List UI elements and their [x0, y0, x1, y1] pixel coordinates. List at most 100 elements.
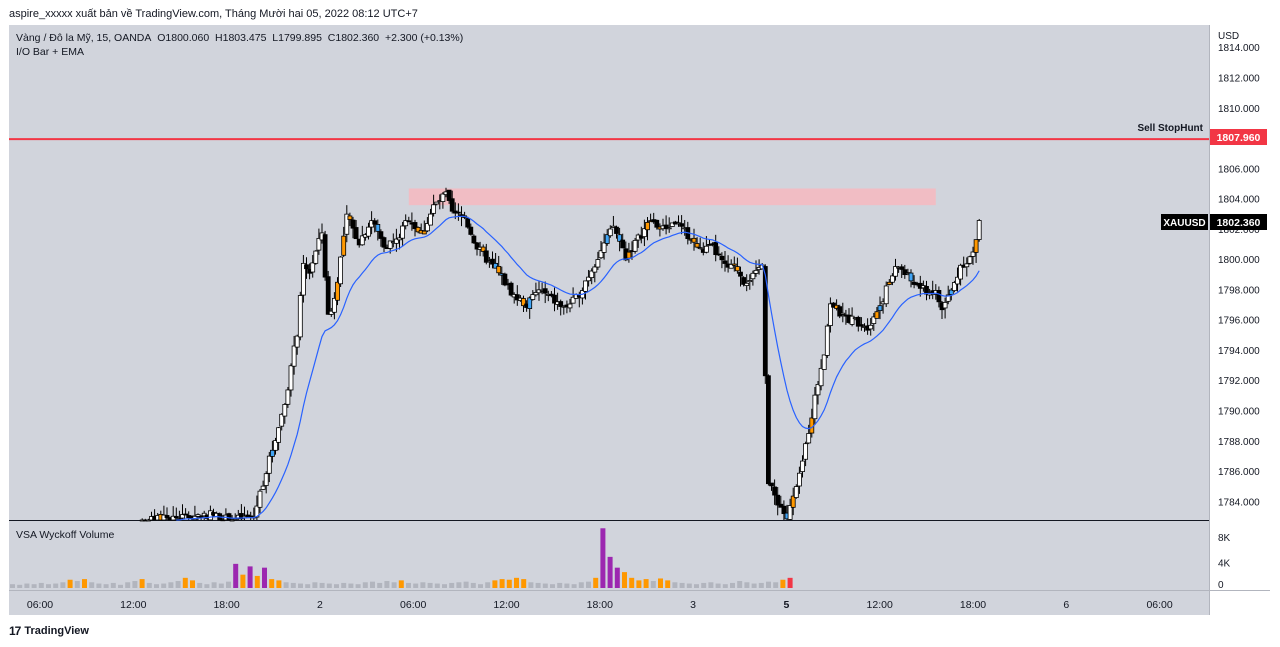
volume-bar	[132, 581, 138, 588]
candle-body	[586, 276, 591, 282]
candle-body	[877, 305, 883, 312]
volume-bar	[118, 584, 123, 588]
candles	[139, 187, 982, 522]
indicator-legend[interactable]: I/O Bar + EMA	[16, 46, 84, 58]
candle-body	[837, 306, 843, 317]
candle-body	[304, 264, 309, 270]
volume-bar	[38, 582, 44, 588]
candle-body	[973, 239, 979, 253]
candle-body	[781, 505, 787, 515]
ohlc-low: L1799.895	[272, 32, 322, 44]
volume-bar	[622, 572, 627, 588]
price-tick-label: 1802.000	[1218, 225, 1260, 236]
candle-body	[434, 201, 440, 205]
candle-body	[849, 315, 855, 325]
candle-body	[890, 275, 895, 283]
candle-body	[496, 265, 502, 274]
volume-bar	[370, 581, 375, 588]
candle-body	[778, 503, 784, 508]
volume-bar	[694, 584, 699, 588]
candle-body	[527, 297, 533, 309]
volume-bar	[197, 582, 203, 588]
time-tick-label: 06:00	[27, 599, 53, 611]
time-tick-label: 18:00	[213, 599, 239, 611]
supply-zone-rect	[408, 188, 936, 206]
candle-body	[753, 269, 759, 274]
symbol-legend: Vàng / Đô la Mỹ, 15, OANDA O1800.060 H18…	[16, 32, 463, 44]
candle-body	[372, 220, 378, 225]
candle-body	[273, 440, 278, 451]
candle-body	[440, 193, 446, 202]
volume-bar	[766, 581, 771, 588]
ohlc-change: +2.300 (+0.13%)	[385, 32, 464, 44]
price-tick-label: 1804.000	[1218, 195, 1260, 206]
candle-body	[893, 266, 898, 277]
ohlc-open: O1800.060	[157, 32, 210, 44]
volume-bar	[161, 583, 167, 588]
candle-body	[874, 311, 880, 319]
candle-body	[294, 335, 300, 348]
volume-bar	[175, 581, 181, 588]
candle-body	[316, 237, 322, 251]
volume-bar	[103, 584, 109, 588]
candle-body	[502, 273, 508, 286]
time-tick-label: 5	[783, 599, 789, 611]
volume-bar	[665, 580, 671, 588]
volume-bar	[24, 583, 30, 588]
volume-bar	[226, 581, 231, 588]
tradingview-logo[interactable]: 17 TradingView	[9, 624, 89, 638]
candle-body	[583, 280, 588, 292]
symbol-name: Vàng / Đô la Mỹ, 15, OANDA	[16, 32, 152, 44]
candle-body	[269, 449, 275, 457]
candle-body	[936, 289, 942, 303]
volume-bar	[485, 582, 491, 588]
volume-bar	[247, 566, 253, 588]
volume-bar	[240, 574, 246, 588]
price-axis-band[interactable]	[1210, 25, 1270, 590]
volume-bar	[679, 582, 685, 588]
volume-bar	[658, 578, 663, 588]
candle-body	[886, 281, 892, 285]
candle-body	[589, 270, 595, 279]
candle-body	[359, 235, 365, 246]
candle-body	[183, 513, 189, 516]
candle-body	[480, 246, 486, 252]
candle-body	[465, 218, 471, 228]
candle-body	[775, 494, 781, 506]
candle-body	[642, 228, 647, 238]
price-pane[interactable]	[9, 25, 1209, 520]
volume-bar	[614, 567, 620, 588]
volume-panel-title: VSA Wyckoff Volume	[16, 529, 115, 541]
candle-body	[762, 266, 768, 377]
time-axis-band[interactable]	[9, 591, 1209, 615]
volume-bar	[521, 579, 527, 588]
volume-bar	[31, 584, 37, 588]
volume-bar	[262, 567, 267, 588]
candle-body	[747, 280, 753, 283]
volume-bar	[305, 584, 311, 588]
candle-body	[313, 250, 319, 264]
candle-body	[976, 220, 982, 240]
candle-body	[738, 271, 743, 277]
candle-body	[471, 235, 477, 244]
price-axis-currency: USD	[1218, 31, 1239, 42]
price-tick-label: 1814.000	[1218, 43, 1260, 54]
candle-body	[558, 301, 564, 307]
candle-body	[952, 282, 957, 292]
candle-body	[195, 514, 201, 517]
tradingview-brand: TradingView	[24, 625, 89, 637]
volume-bar	[672, 582, 678, 588]
candle-body	[229, 519, 235, 522]
candle-body	[173, 516, 179, 519]
time-tick-label: 6	[1063, 599, 1069, 611]
candle-body	[719, 255, 725, 261]
candle-body	[397, 237, 402, 241]
volume-bar	[154, 584, 159, 588]
candle-body	[859, 324, 864, 327]
volume-bar	[636, 580, 642, 588]
time-tick-label: 3	[690, 599, 696, 611]
candle-body	[945, 294, 951, 302]
volume-bar	[751, 583, 757, 588]
volume-bar	[391, 582, 397, 588]
